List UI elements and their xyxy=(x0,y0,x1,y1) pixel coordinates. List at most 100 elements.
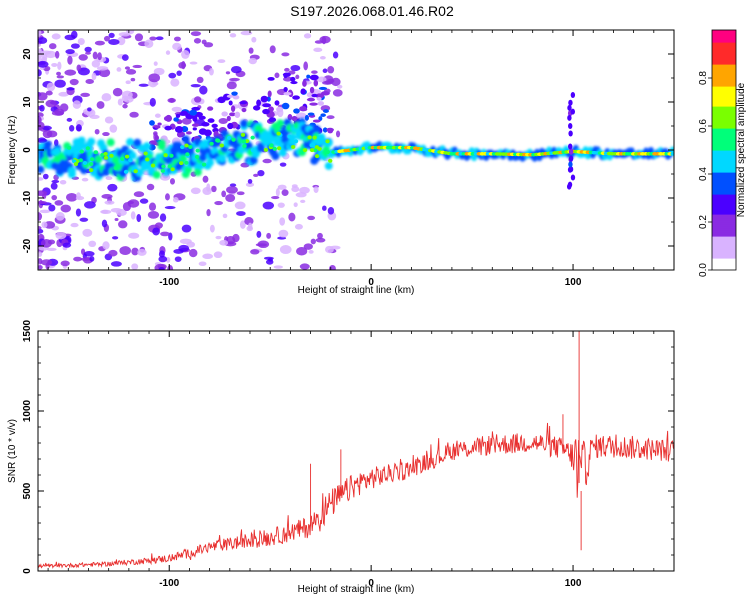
snr-x-tick-label: -100 xyxy=(159,578,179,589)
spectrogram-band-blob xyxy=(179,154,188,163)
spectrogram-core-blob xyxy=(670,152,674,156)
spectrogram-streak-blob xyxy=(291,115,298,122)
spectrogram-noise-blob xyxy=(54,79,66,88)
spectrogram-noise-blob xyxy=(109,124,118,133)
colorbar-segment xyxy=(712,220,736,223)
spectrogram-noise-blob xyxy=(76,192,81,200)
colorbar-segment xyxy=(712,202,736,205)
spectrogram-streak-blob xyxy=(322,127,328,133)
spectrogram-bright-spot xyxy=(113,166,119,171)
spectrogram-streak-blob xyxy=(306,74,311,79)
spectrogram-noise-blob xyxy=(262,201,274,210)
colorbar-segment xyxy=(712,210,736,213)
spectrogram-noise-blob xyxy=(134,33,144,42)
spectrogram-band-blob xyxy=(128,151,137,160)
colorbar-segment xyxy=(712,110,736,113)
spectrogram-noise-blob xyxy=(221,190,227,198)
colorbar-segment xyxy=(712,56,736,59)
colorbar-segment xyxy=(712,184,736,187)
spectrogram-streak-blob xyxy=(226,94,235,98)
colorbar-segment xyxy=(712,196,736,199)
colorbar-segment xyxy=(712,148,736,151)
spectrogram-noise-blob xyxy=(38,30,42,37)
spectrogram-streak-blob xyxy=(252,105,261,111)
spectrogram-noise-blob xyxy=(83,251,95,257)
spectrogram-noise-blob xyxy=(149,36,157,41)
spectrogram-streak-blob xyxy=(306,97,316,102)
spectrogram-y-axis-label: Frequency (Hz) xyxy=(7,116,18,185)
spectrogram-noise-blob xyxy=(131,263,139,270)
spectrogram-noise-blob xyxy=(103,35,110,42)
spectrogram-noise-blob xyxy=(38,121,45,130)
spectrogram-band-blob xyxy=(87,137,96,146)
spectrogram-streak-blob xyxy=(283,92,292,96)
colorbar-segment xyxy=(712,194,736,197)
spectrogram-noise-blob xyxy=(147,210,160,219)
spectrogram-noise-blob xyxy=(84,46,92,53)
spectrogram-band-blob xyxy=(43,140,52,149)
spectrogram-noise-blob xyxy=(290,65,301,72)
spectrogram-noise-blob xyxy=(80,92,90,98)
colorbar-label: Normalized spectral amplitude xyxy=(736,82,747,217)
spectrogram-noise-blob xyxy=(274,72,280,79)
spectrogram-noise-blob xyxy=(236,211,246,217)
spectrogram-bright-spot xyxy=(160,168,166,173)
spectrogram-noise-blob xyxy=(96,101,105,109)
spectrogram-noise-blob xyxy=(38,60,49,68)
colorbar-segment xyxy=(712,60,736,63)
spectrogram-bright-spot xyxy=(124,154,130,159)
spectrogram-noise-blob xyxy=(48,204,56,212)
spectrogram-noise-blob xyxy=(325,245,334,254)
colorbar-segment xyxy=(712,142,736,145)
colorbar-segment xyxy=(712,118,736,121)
spectrogram-noise-blob xyxy=(310,238,316,245)
spectrogram-noise-blob xyxy=(247,222,253,230)
spectrogram-disturbance-blob xyxy=(570,92,576,99)
spectrogram-noise-blob xyxy=(188,248,198,258)
spectrogram-noise-blob xyxy=(329,265,336,270)
spectrogram-noise-blob xyxy=(202,175,209,183)
spectrogram-noise-blob xyxy=(102,241,110,250)
spectrogram-noise-blob xyxy=(152,81,159,86)
colorbar-segment xyxy=(712,156,736,159)
spectrogram-bright-spot xyxy=(194,154,200,159)
spectrogram-bright-spot xyxy=(179,161,184,166)
spectrogram-streak-blob xyxy=(154,125,161,129)
colorbar-segment xyxy=(712,62,736,65)
spectrogram-noise-blob xyxy=(158,267,165,270)
spectrogram-bright-spot xyxy=(184,143,189,148)
spectrogram-noise-blob xyxy=(70,43,80,49)
spectrogram-disturbance-blob xyxy=(568,143,573,150)
colorbar-segment xyxy=(712,112,736,115)
spectrogram-noise-blob xyxy=(91,72,97,81)
spectrogram-noise-blob xyxy=(51,33,61,40)
spectrogram-streak-blob xyxy=(281,102,290,110)
spectrogram-noise-blob xyxy=(45,99,57,108)
spectrogram-streak-blob xyxy=(313,79,319,87)
spectrogram-noise-blob xyxy=(77,38,85,46)
spectrogram-noise-blob xyxy=(300,199,306,203)
spectrogram-noise-blob xyxy=(226,186,238,194)
spectrogram-band-blob xyxy=(133,138,142,147)
spectrogram-noise-blob xyxy=(322,68,328,74)
spectrogram-noise-blob xyxy=(38,251,43,257)
spectrogram-noise-blob xyxy=(65,49,75,55)
spectrogram-noise-blob xyxy=(198,261,207,267)
spectrogram-noise-blob xyxy=(96,66,109,71)
colorbar-segment xyxy=(712,170,736,173)
spectrogram-noise-blob xyxy=(51,110,64,116)
snr-x-ticks: -100 0 100 xyxy=(47,331,675,589)
spectrogram-noise-blob xyxy=(46,82,56,92)
spectrogram-noise-blob xyxy=(181,117,192,125)
spectrogram-noise-blob xyxy=(94,40,105,46)
spectrogram-bright-spot xyxy=(85,146,91,151)
spectrogram-noise-blob xyxy=(112,87,123,97)
spectrogram-noise-blob xyxy=(158,250,165,258)
colorbar-segment xyxy=(712,122,736,125)
colorbar-segment xyxy=(712,116,736,119)
colorbar-segment xyxy=(712,78,736,81)
spectrogram-streak-blob xyxy=(267,90,272,98)
snr-y-ticks: 0 500 1000 1500 xyxy=(22,319,674,574)
spectrogram-noise-blob xyxy=(165,50,171,55)
colorbar-tick-label: 0.8 xyxy=(698,71,709,85)
